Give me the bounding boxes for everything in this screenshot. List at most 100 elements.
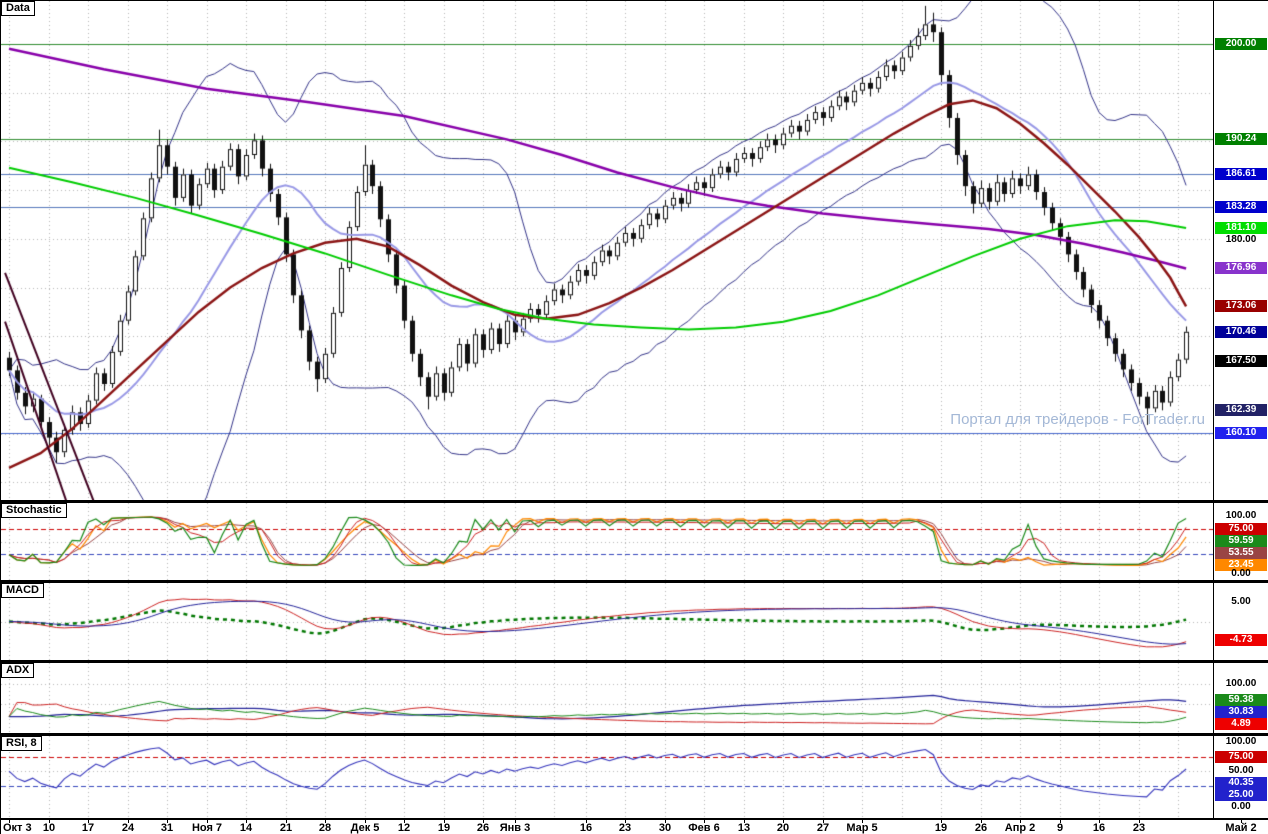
date-tick [665, 820, 666, 823]
panel-label-macd: MACD [1, 583, 44, 598]
date-label: 23 [618, 822, 632, 834]
date-tick [1060, 820, 1061, 823]
date-label: 30 [658, 822, 672, 834]
panel-row-macd: MACD 5.00 -4.73 [1, 583, 1268, 660]
date-label: 10 [42, 822, 56, 834]
price-scale-stochastic[interactable]: 100.00 75.00 59.59 53.55 23.45 0.00 [1213, 503, 1268, 580]
panel-label-rsi: RSI, 8 [1, 736, 42, 751]
adx-plot[interactable] [1, 663, 1213, 733]
date-tick [9, 820, 10, 823]
date-tick [625, 820, 626, 823]
date-tick [862, 820, 863, 823]
date-label: 16 [579, 822, 593, 834]
date-tick [365, 820, 366, 823]
panel-divider[interactable] [1, 580, 1268, 583]
scale-value-label: 59.38 [1215, 694, 1267, 706]
date-tick [1020, 820, 1021, 823]
main-price-plot[interactable] [1, 1, 1213, 500]
panel-row-adx: ADX 100.00 59.38 30.83 4.89 [1, 663, 1268, 733]
date-tick [207, 820, 208, 823]
adx-panel: ADX [1, 663, 1213, 733]
date-tick [49, 820, 50, 823]
scale-value-label: 75.00 [1215, 523, 1267, 535]
scale-value-label: 160.10 [1215, 427, 1267, 439]
date-label: 27 [816, 822, 830, 834]
panel-label-data: Data [1, 1, 35, 16]
panel-row-stochastic: Stochastic 100.00 75.00 59.59 53.55 23.45 0.0… [1, 503, 1268, 580]
scale-value-label: 190.24 [1215, 133, 1267, 145]
date-label: Янв 3 [499, 822, 531, 834]
scale-value-label: 173.06 [1215, 300, 1267, 312]
date-label: 21 [279, 822, 293, 834]
scale-value-label: 75.00 [1215, 751, 1267, 763]
scale-value-label: 186.61 [1215, 168, 1267, 180]
scale-value-label: 23.45 [1215, 559, 1267, 571]
macd-panel: MACD [1, 583, 1213, 660]
main-price-panel: Портал для трейдеров - ForTrader.ru Data [1, 1, 1213, 500]
scale-value-label: 30.83 [1215, 706, 1267, 718]
date-label: 12 [397, 822, 411, 834]
date-label: Ноя 7 [191, 822, 223, 834]
date-label: 14 [239, 822, 253, 834]
date-label: 23 [1132, 822, 1146, 834]
date-tick [941, 820, 942, 823]
date-tick [586, 820, 587, 823]
scale-value-label: 4.89 [1215, 718, 1267, 730]
date-label: 24 [121, 822, 135, 834]
panel-divider[interactable] [1, 500, 1268, 503]
date-tick [88, 820, 89, 823]
date-label: 19 [437, 822, 451, 834]
price-scale-main[interactable]: 200.00 190.24 186.61 183.28 181.10 180.00 176.… [1213, 1, 1268, 500]
scale-value-label: 50.00 [1228, 765, 1254, 776]
date-tick [325, 820, 326, 823]
date-tick [704, 820, 705, 823]
date-axis[interactable]: Окт 3 10 17 24 31 Ноя 7 14 21 28 Дек 5 12 19 26 Янв 3… [1, 818, 1268, 834]
date-label: 13 [737, 822, 751, 834]
scale-value-label: -4.73 [1215, 634, 1267, 646]
date-label: Мар 5 [846, 822, 878, 834]
date-tick [823, 820, 824, 823]
date-tick [515, 820, 516, 823]
date-label: 26 [974, 822, 988, 834]
date-tick [744, 820, 745, 823]
panel-label-stochastic: Stochastic [1, 503, 67, 518]
date-label: Май 2 [1225, 822, 1257, 834]
panel-divider[interactable] [1, 733, 1268, 736]
rsi-panel: RSI, 8 [1, 736, 1213, 818]
date-label: 28 [318, 822, 332, 834]
date-tick [1139, 820, 1140, 823]
date-label: Апр 2 [1004, 822, 1036, 834]
date-tick [483, 820, 484, 823]
scale-value-label: 59.59 [1215, 535, 1267, 547]
date-label: 31 [160, 822, 174, 834]
date-tick [444, 820, 445, 823]
panel-divider[interactable] [1, 660, 1268, 663]
scale-value-label: 100.00 [1225, 736, 1257, 747]
panel-label-adx: ADX [1, 663, 35, 678]
price-scale-rsi[interactable]: 100.00 75.00 50.00 40.35 25.00 0.00 [1213, 736, 1268, 818]
scale-value-label: 53.55 [1215, 547, 1267, 559]
stochastic-panel: Stochastic [1, 503, 1213, 580]
scale-value-label: 176.96 [1215, 262, 1267, 274]
macd-plot[interactable] [1, 583, 1213, 660]
price-scale-adx[interactable]: 100.00 59.38 30.83 4.89 [1213, 663, 1268, 733]
panel-row-main: Портал для трейдеров - ForTrader.ru Data… [1, 0, 1268, 500]
date-tick [286, 820, 287, 823]
date-tick [783, 820, 784, 823]
scale-value-label: 180.00 [1225, 234, 1257, 245]
date-tick [404, 820, 405, 823]
stochastic-plot[interactable] [1, 503, 1213, 580]
date-label: Окт 3 [3, 822, 32, 834]
rsi-plot[interactable] [1, 736, 1213, 818]
scale-value-label: 40.35 [1215, 777, 1267, 789]
price-scale-macd[interactable]: 5.00 -4.73 [1213, 583, 1268, 660]
date-tick [246, 820, 247, 823]
scale-value-label: 162.39 [1215, 404, 1267, 416]
date-tick [981, 820, 982, 823]
date-label: 17 [81, 822, 95, 834]
date-label: 16 [1092, 822, 1106, 834]
scale-value-label: 100.00 [1225, 678, 1257, 689]
scale-value-label: 200.00 [1215, 38, 1267, 50]
date-label: 9 [1056, 822, 1064, 834]
date-label: Фев 6 [688, 822, 720, 834]
